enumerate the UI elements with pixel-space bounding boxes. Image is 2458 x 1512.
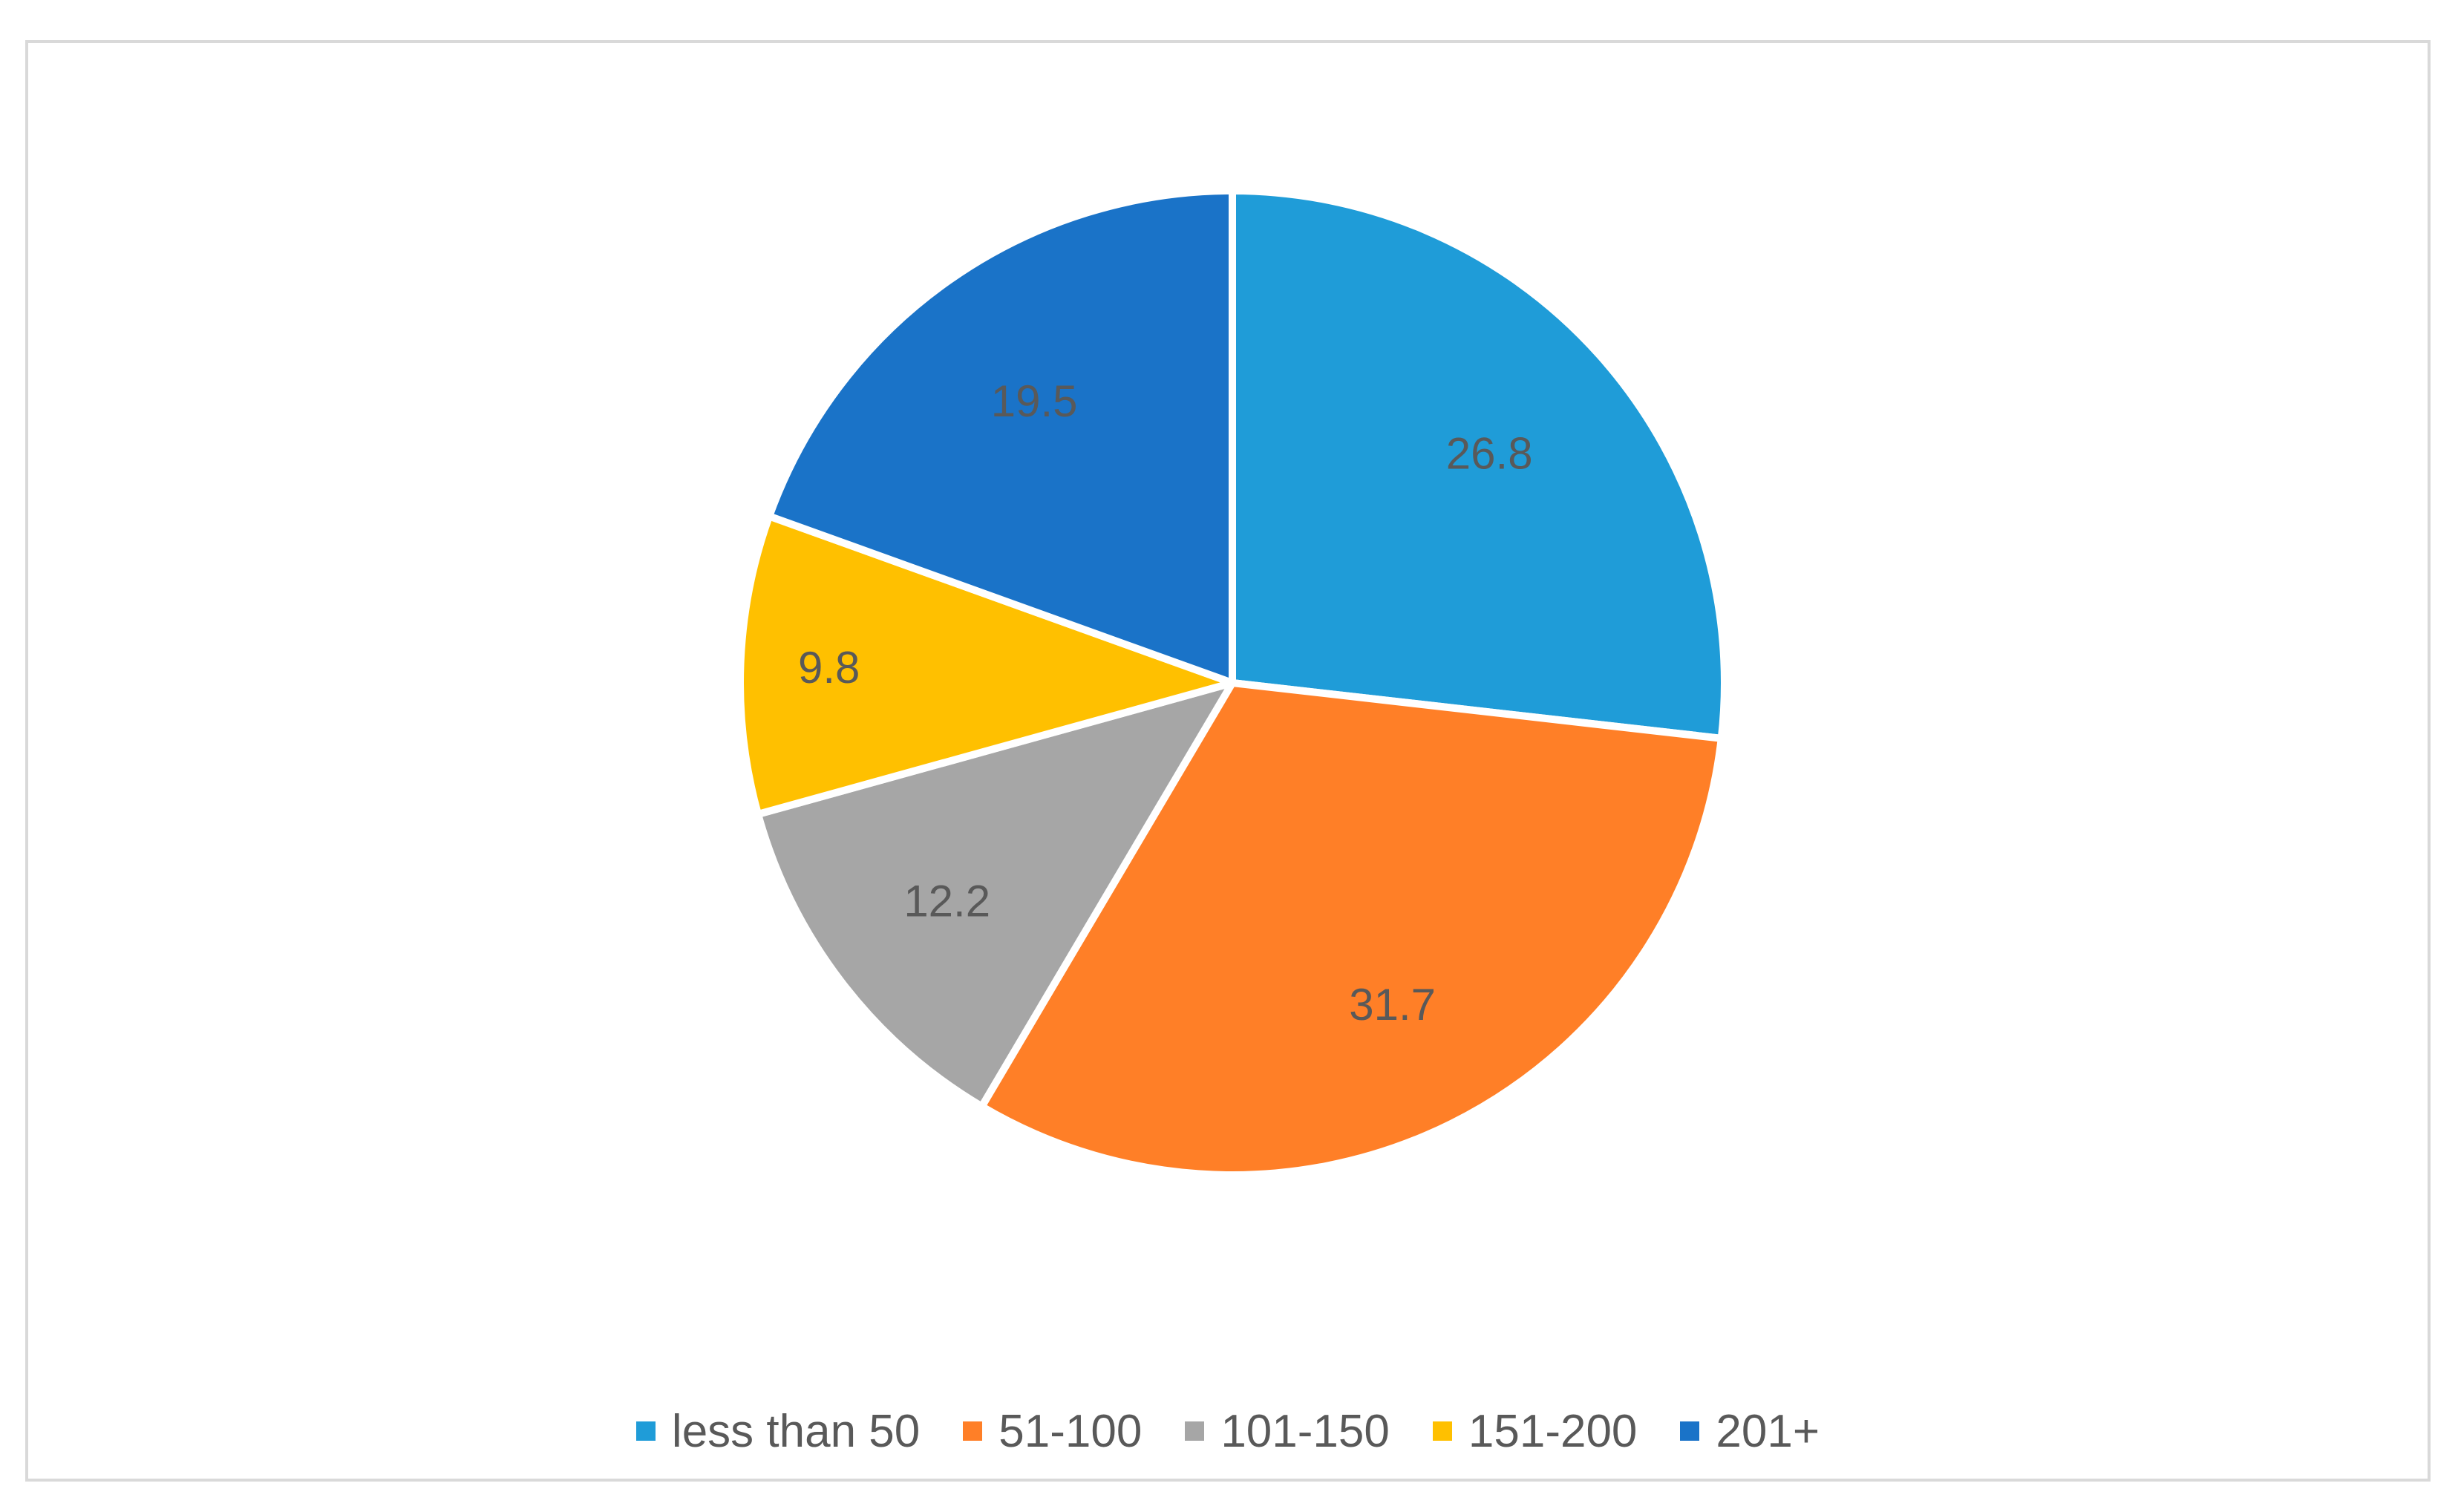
legend-swatch-less-than-50 [635,1421,656,1441]
pie-chart: 26.8 31.7 12.2 9.8 19.5 [736,187,1728,1179]
data-label-201-plus: 19.5 [991,376,1078,426]
legend-label-51-100: 51-100 [998,1405,1143,1457]
data-label-51-100: 31.7 [1349,980,1436,1030]
pie-data-labels: 26.8 31.7 12.2 9.8 19.5 [798,376,1533,1030]
pie-slice-101-150 [754,679,1236,1110]
pie-slice-151-200 [736,512,1236,818]
legend-item-less-than-50: less than 50 [635,1405,921,1458]
chart-area: 26.8 31.7 12.2 9.8 19.5 less than 50 51-100 10… [25,40,2431,1482]
legend-label-201-plus: 201+ [1716,1405,1820,1457]
legend-item-201-plus: 201+ [1680,1405,1820,1458]
legend-item-151-200: 151-200 [1432,1405,1638,1458]
data-label-less-than-50: 26.8 [1446,428,1533,478]
data-label-101-150: 12.2 [903,877,990,926]
chart-legend: less than 50 51-100 101-150 151-200 201+ [28,1394,2428,1468]
legend-label-101-150: 101-150 [1220,1405,1390,1457]
legend-swatch-201-plus [1680,1421,1700,1441]
legend-swatch-101-150 [1185,1421,1205,1441]
legend-swatch-51-100 [963,1421,983,1441]
data-label-151-200: 9.8 [798,643,860,693]
legend-item-51-100: 51-100 [963,1405,1142,1458]
legend-item-101-150: 101-150 [1185,1405,1390,1458]
legend-swatch-151-200 [1432,1421,1452,1441]
pie-slice-less-than-50 [1229,187,1728,742]
pie-slice-51-100 [978,679,1725,1179]
pie-slice-201-plus [765,187,1236,687]
legend-label-less-than-50: less than 50 [671,1405,921,1457]
legend-label-151-200: 151-200 [1468,1405,1638,1457]
pie-slices [736,187,1728,1179]
